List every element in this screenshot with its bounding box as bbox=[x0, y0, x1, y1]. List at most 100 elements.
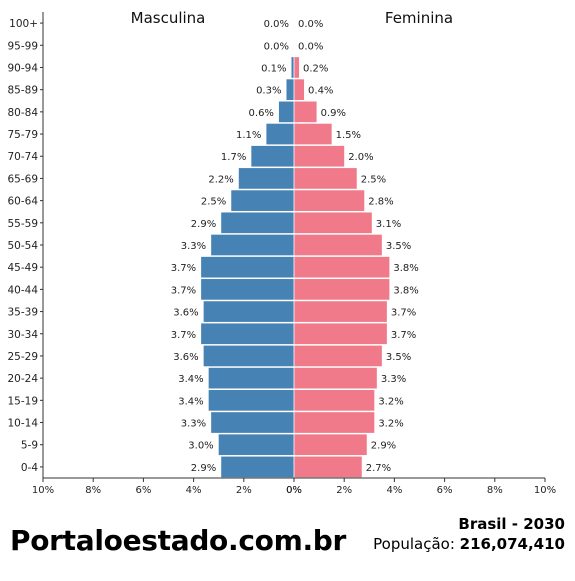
male-bar-20-24 bbox=[208, 367, 294, 389]
female-value-label-45-49: 3.8% bbox=[393, 263, 418, 274]
female-bar-65-69 bbox=[294, 168, 357, 189]
female-bar-20-24 bbox=[294, 367, 377, 389]
female-series-title: Feminina bbox=[385, 9, 453, 27]
male-bar-15-19 bbox=[208, 389, 294, 411]
male-value-label-85-89: 0.3% bbox=[256, 86, 281, 97]
age-label-50-54: 50-54 bbox=[7, 240, 38, 252]
male-value-label-10-14: 3.3% bbox=[181, 419, 206, 430]
male-value-label-30-34: 3.7% bbox=[171, 330, 196, 341]
male-value-label-60-64: 2.5% bbox=[201, 197, 226, 208]
female-value-label-30-34: 3.7% bbox=[391, 330, 416, 341]
x-tick-label-right-10%: 10% bbox=[534, 485, 556, 496]
age-label-90-94: 90-94 bbox=[7, 62, 38, 74]
female-bar-10-14 bbox=[294, 412, 375, 433]
female-value-label-40-44: 3.8% bbox=[393, 285, 418, 296]
male-bar-30-34 bbox=[201, 323, 294, 345]
country-year-label: Brasil - 2030 bbox=[458, 515, 565, 533]
male-bar-10-14 bbox=[211, 412, 294, 433]
female-bar-70-74 bbox=[294, 145, 345, 167]
male-value-label-95-99: 0.0% bbox=[264, 41, 289, 52]
female-value-label-80-84: 0.9% bbox=[321, 108, 346, 119]
male-value-label-65-69: 2.2% bbox=[208, 174, 233, 185]
female-value-label-10-14: 3.2% bbox=[378, 419, 403, 430]
female-value-label-55-59: 3.1% bbox=[376, 219, 401, 230]
female-value-label-100+: 0.0% bbox=[298, 19, 323, 30]
male-value-label-35-39: 3.6% bbox=[173, 308, 198, 319]
footer-info: Brasil - 2030 População: 216,074,410 bbox=[373, 514, 565, 554]
male-bar-80-84 bbox=[278, 101, 294, 123]
female-value-label-25-29: 3.5% bbox=[386, 352, 411, 363]
male-value-label-5-9: 3.0% bbox=[188, 441, 213, 452]
age-label-75-79: 75-79 bbox=[7, 129, 38, 141]
female-bar-85-89 bbox=[294, 79, 305, 101]
male-bar-75-79 bbox=[266, 123, 294, 145]
female-bar-75-79 bbox=[294, 123, 332, 145]
female-value-label-85-89: 0.4% bbox=[308, 86, 333, 97]
male-value-label-80-84: 0.6% bbox=[249, 108, 274, 119]
female-bar-5-9 bbox=[294, 434, 367, 456]
male-value-label-50-54: 3.3% bbox=[181, 241, 206, 252]
x-tick-label-left-10%: 10% bbox=[32, 485, 54, 496]
age-label-35-39: 35-39 bbox=[7, 307, 38, 319]
male-bar-60-64 bbox=[231, 190, 294, 211]
population-line: População: 216,074,410 bbox=[373, 534, 565, 554]
female-bar-40-44 bbox=[294, 279, 390, 300]
site-brand: Portaloestado.com.br bbox=[10, 524, 347, 557]
male-bar-40-44 bbox=[201, 279, 294, 300]
x-tick-label-right-6%: 6% bbox=[437, 485, 453, 496]
female-bar-60-64 bbox=[294, 190, 365, 211]
female-value-label-0-4: 2.7% bbox=[366, 463, 391, 474]
x-tick-label-left-2%: 2% bbox=[236, 485, 252, 496]
age-label-15-19: 15-19 bbox=[7, 395, 38, 407]
male-bar-35-39 bbox=[203, 301, 294, 322]
male-bar-90-94 bbox=[291, 57, 294, 78]
female-bar-0-4 bbox=[294, 456, 362, 478]
x-tick-label-left-0%: 0% bbox=[286, 485, 302, 496]
x-tick-label-right-8%: 8% bbox=[487, 485, 503, 496]
male-bar-50-54 bbox=[211, 234, 294, 256]
female-value-label-60-64: 2.8% bbox=[368, 197, 393, 208]
x-tick-label-right-2%: 2% bbox=[336, 485, 352, 496]
age-label-20-24: 20-24 bbox=[7, 373, 38, 385]
male-value-label-0-4: 2.9% bbox=[191, 463, 216, 474]
female-value-label-15-19: 3.2% bbox=[378, 396, 403, 407]
female-value-label-50-54: 3.5% bbox=[386, 241, 411, 252]
population-pyramid-chart: 100+ 0.0% 0.0% 95-99 0.0% 0.0% 90-94 0.1% 0.2% 85… bbox=[7, 9, 556, 496]
age-label-45-49: 45-49 bbox=[7, 262, 38, 274]
age-label-0-4: 0-4 bbox=[21, 462, 38, 474]
x-tick-label-left-4%: 4% bbox=[186, 485, 202, 496]
age-label-5-9: 5-9 bbox=[21, 440, 38, 452]
female-value-label-35-39: 3.7% bbox=[391, 308, 416, 319]
male-value-label-25-29: 3.6% bbox=[173, 352, 198, 363]
male-bar-25-29 bbox=[203, 345, 294, 367]
age-label-100+: 100+ bbox=[9, 18, 38, 30]
male-series-title: Masculina bbox=[131, 9, 206, 27]
male-bar-65-69 bbox=[238, 168, 294, 189]
x-tick-label-left-8%: 8% bbox=[85, 485, 101, 496]
female-bar-25-29 bbox=[294, 345, 382, 367]
female-bar-55-59 bbox=[294, 212, 372, 234]
female-bar-15-19 bbox=[294, 389, 375, 411]
age-label-85-89: 85-89 bbox=[7, 85, 38, 97]
female-value-label-95-99: 0.0% bbox=[298, 41, 323, 52]
male-value-label-75-79: 1.1% bbox=[236, 130, 261, 141]
female-bar-45-49 bbox=[294, 256, 390, 278]
male-bar-85-89 bbox=[286, 79, 294, 101]
male-value-label-90-94: 0.1% bbox=[261, 63, 286, 74]
x-tick-label-right-4%: 4% bbox=[386, 485, 402, 496]
age-label-25-29: 25-29 bbox=[7, 351, 38, 363]
female-bar-35-39 bbox=[294, 301, 387, 322]
population-value: 216,074,410 bbox=[459, 535, 565, 553]
age-label-80-84: 80-84 bbox=[7, 107, 38, 119]
female-value-label-5-9: 2.9% bbox=[371, 441, 396, 452]
male-value-label-45-49: 3.7% bbox=[171, 263, 196, 274]
male-value-label-100+: 0.0% bbox=[264, 19, 289, 30]
female-bar-80-84 bbox=[294, 101, 317, 123]
male-value-label-40-44: 3.7% bbox=[171, 285, 196, 296]
male-bar-70-74 bbox=[251, 145, 294, 167]
age-label-70-74: 70-74 bbox=[7, 151, 38, 163]
male-bar-45-49 bbox=[201, 256, 294, 278]
male-value-label-20-24: 3.4% bbox=[178, 374, 203, 385]
x-tick-label-left-6%: 6% bbox=[135, 485, 151, 496]
age-label-30-34: 30-34 bbox=[7, 329, 38, 341]
